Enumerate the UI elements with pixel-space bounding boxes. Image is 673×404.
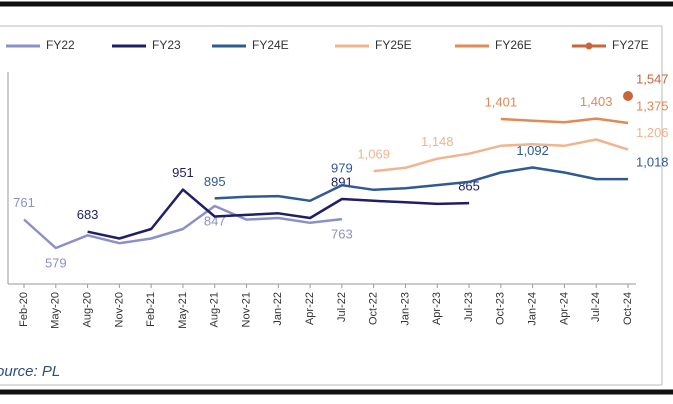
x-tick-label: Feb-21 (145, 292, 157, 327)
legend-label: FY26E (495, 38, 532, 52)
value-label: 1,018 (636, 155, 669, 170)
series-line (214, 166, 628, 203)
value-label: 1,092 (516, 143, 549, 158)
x-tick-label: Apr-24 (558, 292, 570, 325)
x-tick-label: Nov-20 (113, 292, 125, 327)
value-label: 1,069 (357, 147, 390, 162)
series-line (500, 117, 629, 125)
x-tick-label: Jul-23 (463, 292, 475, 322)
value-label: 763 (331, 227, 353, 242)
series-line (23, 204, 343, 250)
legend-marker (585, 42, 593, 50)
x-tick-label: May-20 (50, 292, 62, 329)
x-tick-label: Aug-20 (81, 292, 93, 327)
value-label: 1,403 (580, 94, 613, 109)
legend-label: FY23 (152, 38, 181, 52)
series-line (373, 138, 629, 173)
legend-label: FY22 (46, 38, 75, 52)
x-tick-label: Jan-23 (399, 292, 411, 326)
x-tick-label: Jan-22 (272, 292, 284, 326)
x-tick-label: Oct-22 (368, 292, 380, 325)
value-label: 979 (331, 161, 353, 176)
x-tick-label: Feb-20 (18, 292, 30, 327)
value-label: 1,401 (485, 94, 518, 109)
x-tick-label: Apr-22 (304, 292, 316, 325)
value-label: 1,206 (636, 125, 669, 140)
value-label: 1,375 (636, 98, 669, 113)
legend-label: FY24E (252, 38, 289, 52)
x-tick-label: Jul-22 (336, 292, 348, 322)
x-tick-label: Jul-24 (590, 292, 602, 322)
point (623, 91, 633, 102)
x-tick-label: Aug-21 (209, 292, 221, 327)
source: Source: PL (0, 363, 60, 380)
x-tick-label: Oct-23 (495, 292, 507, 325)
value-label: 951 (172, 165, 194, 180)
value-label: 1,547 (636, 71, 669, 86)
value-label: 1,148 (421, 134, 454, 149)
legend-label: FY25E (375, 38, 412, 52)
series-line (87, 188, 470, 240)
x-tick-label: Nov-21 (240, 292, 252, 327)
value-label: 895 (204, 174, 226, 189)
legend-label: FY27E (612, 38, 649, 52)
value-label: 761 (13, 195, 35, 210)
x-tick-label: Apr-23 (431, 292, 443, 325)
x-tick-label: May-21 (177, 292, 189, 329)
value-label: 579 (45, 255, 67, 270)
value-label: 683 (77, 207, 99, 222)
x-tick-label: Jan-24 (527, 292, 539, 326)
x-tick-label: Oct-24 (622, 292, 634, 325)
